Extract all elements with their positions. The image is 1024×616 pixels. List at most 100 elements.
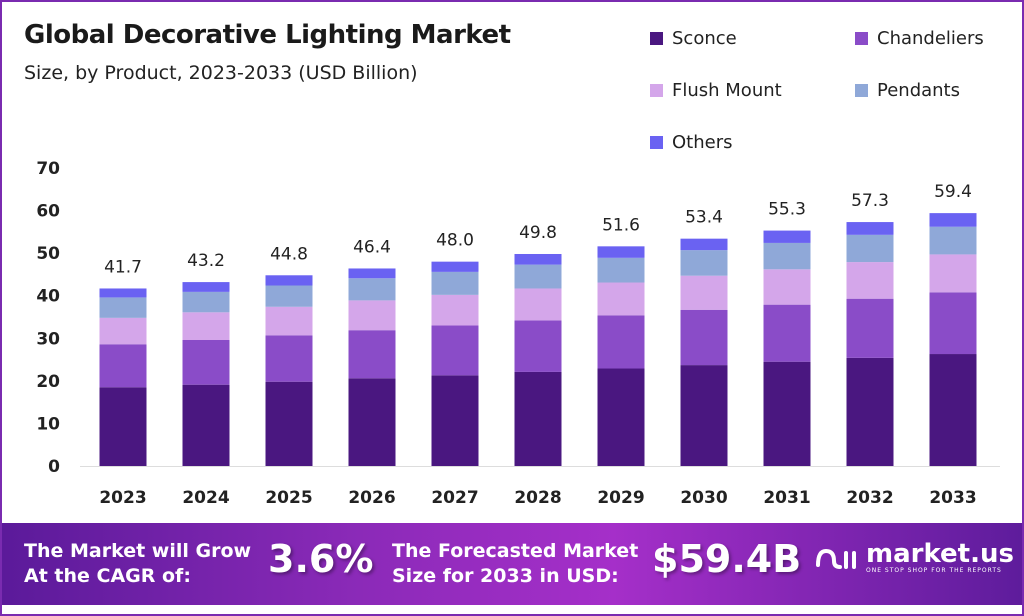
legend-item-others: Others (650, 132, 733, 153)
chart-title: Global Decorative Lighting Market (24, 20, 511, 50)
legend-item-pendants: Pendants (855, 80, 960, 101)
x-tick-label: 2026 (348, 488, 395, 508)
x-tick-label: 2030 (680, 488, 727, 508)
bar-segment-sconce (929, 354, 977, 466)
x-tick-label: 2029 (597, 488, 644, 508)
bar-segment-sconce (763, 361, 811, 466)
bar-segment-sconce (99, 387, 147, 466)
forecast-label-line: Size for 2033 in USD: (392, 565, 619, 587)
bar-segment-chandeliers (265, 335, 313, 382)
x-tick-label: 2024 (182, 488, 229, 508)
footer-banner: The Market will Grow At the CAGR of: 3.6%… (2, 523, 1022, 605)
x-tick-label: 2032 (846, 488, 893, 508)
bar-segment-flush-mount (348, 300, 396, 331)
total-label: 53.4 (685, 208, 723, 228)
legend-item-flush-mount: Flush Mount (650, 80, 782, 101)
x-tick-label: 2023 (99, 488, 146, 508)
bar-segment-sconce (514, 371, 562, 466)
y-tick-label: 20 (36, 372, 60, 392)
bar-segment-pendants (680, 250, 728, 276)
legend-label: Pendants (877, 80, 960, 101)
x-tick-label: 2031 (763, 488, 810, 508)
total-label: 48.0 (436, 231, 474, 251)
bar-segment-others (348, 268, 396, 279)
forecast-label: The Forecasted Market Size for 2033 in US… (392, 539, 638, 589)
cagr-label-line: At the CAGR of: (24, 565, 191, 587)
bar-segment-sconce (846, 357, 894, 466)
stacked-bar-chart: 01020304050607041.7202343.2202444.820254… (36, 159, 1000, 508)
bar-segment-pendants (431, 271, 479, 295)
bar-segment-chandeliers (99, 344, 147, 388)
bar-segment-chandeliers (431, 325, 479, 376)
bar-segment-others (431, 261, 479, 272)
forecast-label-line: The Forecasted Market (392, 540, 639, 562)
legend-label: Chandeliers (877, 28, 984, 49)
y-tick-label: 70 (36, 159, 60, 179)
legend-swatch (855, 32, 868, 45)
bar-segment-pendants (265, 285, 313, 307)
bar-segment-flush-mount (99, 317, 147, 345)
brand-name: market.us (866, 539, 1014, 569)
bar-segment-others (680, 238, 728, 251)
x-tick-label: 2033 (929, 488, 976, 508)
chart-subtitle: Size, by Product, 2023-2033 (USD Billion… (24, 62, 418, 84)
bar-segment-pendants (929, 226, 977, 255)
bar-segment-chandeliers (763, 304, 811, 362)
bar-segment-flush-mount (929, 254, 977, 293)
bar-segment-others (99, 288, 147, 298)
cagr-value: 3.6% (268, 537, 374, 581)
total-label: 43.2 (187, 251, 225, 271)
bar-segment-pendants (348, 278, 396, 301)
bar-segment-sconce (680, 365, 728, 466)
bar-segment-sconce (182, 384, 230, 466)
legend-item-sconce: Sconce (650, 28, 737, 49)
legend-swatch (855, 84, 868, 97)
bar-segment-flush-mount (680, 275, 728, 310)
bar-segment-others (597, 246, 645, 258)
bar-segment-chandeliers (846, 298, 894, 358)
forecast-value: $59.4B (652, 537, 802, 581)
total-label: 41.7 (104, 257, 142, 277)
total-label: 46.4 (353, 237, 391, 257)
bar-segment-others (182, 282, 230, 292)
bar-segment-pendants (846, 234, 894, 263)
bar-segment-pendants (99, 297, 147, 318)
bar-segment-chandeliers (182, 339, 230, 385)
total-label: 57.3 (851, 191, 889, 211)
bar-segment-chandeliers (348, 330, 396, 379)
bar-segment-pendants (597, 257, 645, 283)
bar-segment-sconce (348, 378, 396, 466)
cagr-label: The Market will Grow At the CAGR of: (24, 539, 251, 589)
y-tick-label: 30 (36, 329, 60, 349)
bar-segment-others (846, 222, 894, 235)
bar-segment-chandeliers (597, 315, 645, 369)
brand-logo: market.us ONE STOP SHOP FOR THE REPORTS (814, 541, 1014, 574)
brand-logo-icon (816, 548, 856, 569)
total-label: 51.6 (602, 215, 640, 235)
bar-segment-flush-mount (182, 312, 230, 340)
legend-label: Flush Mount (672, 80, 782, 101)
x-tick-label: 2027 (431, 488, 478, 508)
bar-segment-pendants (514, 264, 562, 289)
total-label: 49.8 (519, 223, 557, 243)
x-tick-label: 2028 (514, 488, 561, 508)
y-tick-label: 40 (36, 287, 60, 307)
bar-segment-chandeliers (680, 309, 728, 366)
bar-segment-sconce (597, 368, 645, 466)
bar-segment-others (929, 213, 977, 227)
bar-segment-flush-mount (265, 306, 313, 336)
total-label: 44.8 (270, 244, 308, 264)
legend-label: Sconce (672, 28, 737, 49)
bar-segment-sconce (265, 381, 313, 466)
y-tick-label: 0 (48, 457, 60, 477)
bar-segment-flush-mount (431, 294, 479, 326)
bar-segment-flush-mount (514, 288, 562, 321)
y-tick-label: 50 (36, 244, 60, 264)
bar-segment-flush-mount (846, 262, 894, 299)
bar-segment-sconce (431, 375, 479, 466)
total-label: 55.3 (768, 200, 806, 220)
bar-segment-others (265, 275, 313, 286)
bar-segment-others (763, 230, 811, 243)
legend-item-chandeliers: Chandeliers (855, 28, 984, 49)
cagr-label-line: The Market will Grow (24, 540, 252, 562)
